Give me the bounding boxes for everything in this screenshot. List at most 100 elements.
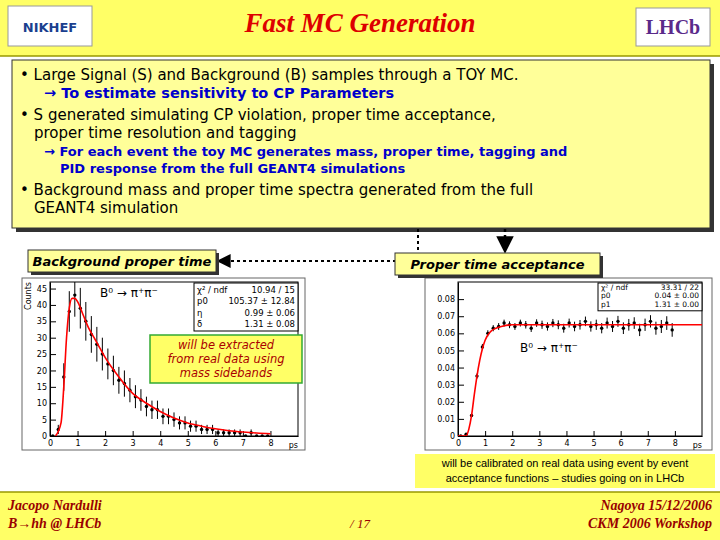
x-tick-label: 8 xyxy=(673,439,678,448)
x-tick: 7 xyxy=(646,431,651,448)
x-tick-label: 3 xyxy=(537,439,542,448)
x-tick-label: 6 xyxy=(213,439,218,448)
y-axis-title: Counts xyxy=(24,282,33,310)
data-point xyxy=(638,328,641,331)
data-point xyxy=(216,431,219,434)
data-point xyxy=(73,293,76,296)
chart-frame xyxy=(22,278,305,450)
y-tick-label: 40 xyxy=(37,301,47,310)
logo: NIKHEF xyxy=(23,20,77,35)
x-tick-label: 5 xyxy=(592,439,597,448)
y-tick: 0.04 xyxy=(437,364,464,373)
stats-label: χ² / ndf xyxy=(197,285,228,295)
y-tick: 45 xyxy=(37,285,56,294)
stats-label: η xyxy=(197,308,202,318)
plot-frame xyxy=(458,282,702,436)
fit-curve xyxy=(458,325,702,436)
x-tick: 1 xyxy=(76,431,81,448)
data-point xyxy=(222,431,225,434)
header-band xyxy=(0,0,720,56)
y-tick: 0.03 xyxy=(437,381,464,390)
x-tick: 1 xyxy=(483,431,488,448)
data-point xyxy=(189,424,192,427)
x-tick-label: 0 xyxy=(48,439,53,448)
x-tick-label: 1 xyxy=(76,439,81,448)
y-tick-mark xyxy=(458,402,464,403)
data-point xyxy=(255,434,258,436)
x-tick-mark xyxy=(78,431,79,436)
x-tick-mark xyxy=(485,431,486,436)
x-tick-label: 0 xyxy=(456,439,461,448)
y-tick-mark xyxy=(458,436,464,437)
x-tick: 2 xyxy=(103,431,108,448)
note-box xyxy=(415,454,715,488)
y-tick: 0 xyxy=(450,432,464,441)
note-text: mass sidebands xyxy=(180,366,272,380)
sub-bullet-text: PID response from the full GEANT4 simula… xyxy=(60,161,405,176)
stats-label: p1 xyxy=(601,300,611,309)
y-tick: 0.06 xyxy=(437,329,464,338)
y-tick: 10 xyxy=(37,399,56,408)
x-axis-title: ps xyxy=(289,441,298,450)
x-tick-mark xyxy=(188,431,189,436)
dashed-arrow xyxy=(218,229,418,261)
footer-text: Nagoya 15/12/2006 xyxy=(599,498,712,513)
annotation: B⁰ → π⁺π⁻ xyxy=(100,286,158,300)
y-tick: 20 xyxy=(37,367,56,376)
data-point xyxy=(562,327,565,330)
x-tick-mark xyxy=(675,431,676,436)
data-point xyxy=(244,434,247,436)
bullet-box xyxy=(12,60,710,228)
data-point xyxy=(622,327,625,330)
y-tick-label: 0.07 xyxy=(437,312,455,321)
y-tick: 0.01 xyxy=(437,415,464,424)
y-tick-mark xyxy=(50,338,56,339)
logo-box xyxy=(8,6,92,46)
y-tick: 40 xyxy=(37,301,56,310)
annotation: B⁰ → π⁺π⁻ xyxy=(520,341,578,355)
slide: Fast MC GenerationNIKHEFLHCb• Large Sign… xyxy=(0,0,720,540)
plot-frame xyxy=(50,282,298,436)
note-box xyxy=(150,335,302,383)
x-tick-mark xyxy=(215,431,216,436)
y-tick-label: 35 xyxy=(37,317,47,326)
x-tick-mark xyxy=(160,431,161,436)
data-point xyxy=(260,434,263,436)
y-tick-mark xyxy=(50,403,56,404)
y-tick: 0.05 xyxy=(437,347,464,356)
chart-frame xyxy=(425,278,712,450)
x-tick-mark xyxy=(133,431,134,436)
y-tick: 0.08 xyxy=(437,295,464,304)
stats-value: 105.37 ± 12.84 xyxy=(228,296,295,306)
y-tick-label: 0 xyxy=(450,432,455,441)
y-tick-label: 0.04 xyxy=(437,364,455,373)
bullet-text: • Large Signal (S) and Background (B) sa… xyxy=(20,66,518,84)
data-point xyxy=(670,328,673,331)
y-tick: 25 xyxy=(37,350,56,359)
x-tick-label: 6 xyxy=(619,439,624,448)
x-tick-label: 7 xyxy=(241,439,246,448)
data-point xyxy=(530,327,533,330)
x-tick-label: 2 xyxy=(510,439,515,448)
bullet-text: proper time resolution and tagging xyxy=(34,124,296,142)
data-point xyxy=(161,415,164,418)
y-tick-mark xyxy=(50,387,56,388)
y-tick-mark xyxy=(50,289,56,290)
background xyxy=(0,0,720,540)
y-tick-label: 0 xyxy=(42,432,47,441)
y-tick-label: 0.03 xyxy=(437,381,455,390)
data-point xyxy=(145,405,148,408)
footer-band xyxy=(0,492,720,540)
x-axis: 012345678 xyxy=(456,431,703,448)
y-axis: 00.010.020.030.040.050.060.070.08 xyxy=(437,283,464,442)
x-tick-label: 8 xyxy=(268,439,273,448)
x-tick: 6 xyxy=(619,431,624,448)
slide-title: Fast MC Generation xyxy=(243,8,475,38)
y-axis-line xyxy=(458,283,459,437)
x-tick: 3 xyxy=(537,431,542,448)
y-tick-mark xyxy=(458,333,464,334)
x-tick: 4 xyxy=(158,431,163,448)
y-tick-mark xyxy=(50,321,56,322)
y-tick-mark xyxy=(458,350,464,351)
footer-text: B→hh @ LHCb xyxy=(7,516,101,531)
